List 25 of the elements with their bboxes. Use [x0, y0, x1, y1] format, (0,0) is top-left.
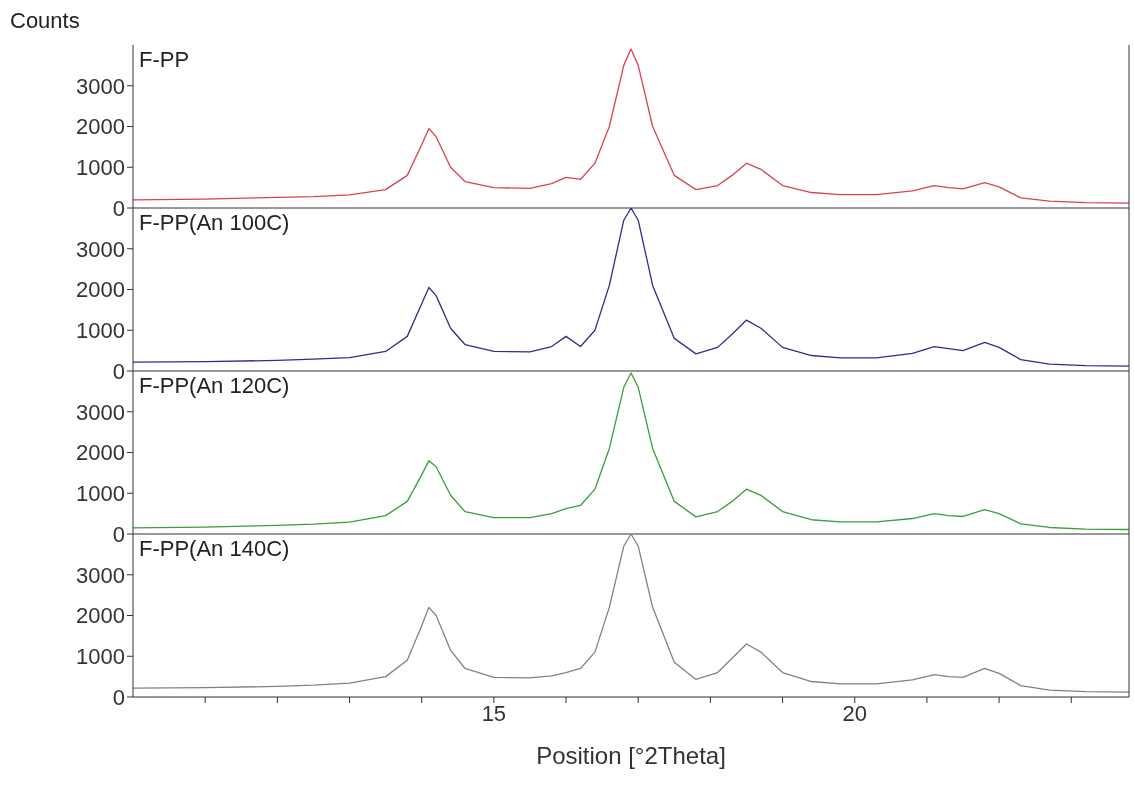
chart-title: F-PP — [139, 47, 190, 73]
line-series — [133, 48, 1129, 204]
y-tick-label: 2000 — [76, 114, 125, 140]
y-tick-label: 1000 — [76, 318, 125, 344]
y-tick-label: 1000 — [76, 155, 125, 181]
chart-title: F-PP(An 100C) — [139, 210, 290, 236]
y-tick-label: 0 — [112, 684, 125, 710]
y-tick-label: 2000 — [76, 440, 125, 466]
y-tick-label: 2000 — [76, 277, 125, 303]
y-axis-title: Counts — [10, 8, 80, 34]
y-tick-label: 3000 — [76, 399, 125, 425]
x-tick-label: 20 — [842, 700, 867, 726]
x-axis-title: Position [°2Theta] — [536, 742, 726, 769]
y-tick-label: 1000 — [76, 481, 125, 507]
y-tick-label: 3000 — [76, 73, 125, 99]
y-tick-label: 0 — [112, 195, 125, 221]
y-tick-label: 0 — [112, 358, 125, 384]
y-tick-label: 1000 — [76, 644, 125, 670]
chart-title: F-PP(An 140C) — [139, 536, 290, 562]
chart-title: F-PP(An 120C) — [139, 373, 290, 399]
y-tick-label: 0 — [112, 521, 125, 547]
x-tick-label: 15 — [481, 700, 507, 726]
y-tick-label: 2000 — [76, 603, 125, 629]
y-tick-label: 3000 — [76, 236, 125, 262]
y-tick-label: 3000 — [76, 562, 125, 588]
